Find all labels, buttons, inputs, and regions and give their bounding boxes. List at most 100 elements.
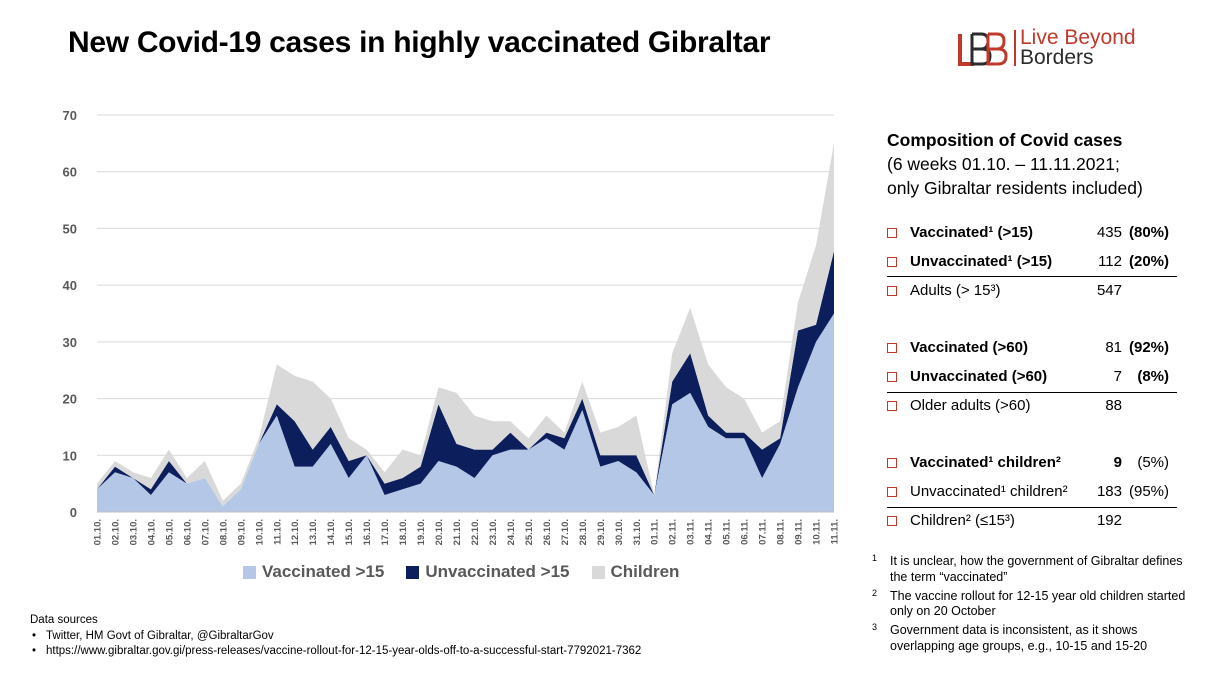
row-percent: (8%)	[1137, 368, 1169, 385]
lbb-logo-icon	[958, 32, 1008, 66]
x-tick-label: 03.11.	[686, 519, 697, 545]
row-label: Vaccinated¹ (>15)	[910, 224, 1033, 241]
composition-title: Composition of Covid cases	[887, 130, 1123, 150]
composition-row: Unvaccinated¹ children² 183 (95%)	[887, 479, 1177, 508]
row-value: 547	[1096, 282, 1122, 299]
composition-group-adults: Vaccinated¹ (>15) 435 (80%) Unvaccinated…	[887, 220, 1177, 307]
footnote: 2 The vaccine rollout for 12-15 year old…	[872, 587, 1192, 621]
row-label: Vaccinated (>60)	[910, 339, 1028, 356]
y-tick-label: 40	[63, 278, 77, 293]
legend-label-children: Children	[610, 562, 680, 581]
series-area-vaccinated-15	[97, 313, 834, 512]
row-value: 112	[1098, 253, 1122, 270]
x-tick-label: 06.10.	[182, 519, 193, 545]
row-percent: (20%)	[1128, 253, 1169, 270]
row-value: 192	[1096, 512, 1122, 529]
checkbox-icon	[887, 372, 897, 382]
divider	[887, 392, 1177, 393]
checkbox-icon	[887, 228, 897, 238]
x-tick-label: 14.10.	[326, 519, 337, 545]
page-title: New Covid-19 cases in highly vaccinated …	[68, 26, 771, 59]
footnote-text: The vaccine rollout for 12-15 year old c…	[890, 588, 1186, 619]
x-tick-label: 30.10.	[614, 519, 625, 545]
x-tick-label: 21.10.	[452, 519, 463, 545]
x-tick-label: 08.11.	[776, 519, 787, 545]
composition-group-children: Vaccinated¹ children² 9 (5%) Unvaccinate…	[887, 450, 1177, 537]
row-label: Unvaccinated (>60)	[910, 368, 1048, 385]
y-tick-label: 10	[63, 448, 77, 463]
checkbox-icon	[887, 343, 897, 353]
row-value: 9	[1113, 454, 1122, 471]
row-label: Children² (≤15³)	[910, 512, 1015, 529]
x-tick-label: 04.11.	[704, 519, 715, 545]
footnote-text: It is unclear, how the government of Gib…	[890, 554, 1183, 584]
row-label: Unvaccinated¹ (>15)	[910, 253, 1053, 270]
x-tick-label: 27.10.	[560, 519, 571, 545]
legend-item-children: Children	[591, 562, 680, 582]
footnote-mark: 1	[872, 553, 878, 563]
x-tick-label: 10.10.	[254, 519, 265, 545]
x-tick-label: 05.11.	[722, 519, 733, 545]
x-tick-label: 20.10.	[434, 519, 445, 545]
x-tick-label: 15.10.	[344, 519, 355, 545]
logo-line-2: Borders	[1020, 46, 1094, 69]
logo-divider	[1014, 30, 1016, 66]
x-tick-label: 18.10.	[398, 519, 409, 545]
x-tick-label: 01.10.	[93, 519, 104, 545]
x-tick-label: 23.10.	[488, 519, 499, 545]
row-label: Unvaccinated¹ children²	[910, 483, 1068, 500]
footnote: 3 Government data is inconsistent, as it…	[872, 622, 1192, 655]
logo-text: Live Beyond Borders	[1020, 26, 1136, 69]
row-percent: (5%)	[1137, 454, 1169, 471]
legend-item-unvaccinated: Unvaccinated >15	[406, 562, 570, 582]
x-tick-label: 29.10.	[596, 519, 607, 545]
x-tick-label: 16.10.	[362, 519, 373, 545]
x-tick-label: 31.10.	[632, 519, 643, 545]
series-area-children	[97, 143, 834, 507]
x-tick-label: 08.10.	[218, 519, 229, 545]
row-percent: (80%)	[1128, 224, 1169, 241]
x-tick-label: 11.11.	[830, 519, 841, 544]
row-label: Older adults (>60)	[910, 397, 1031, 414]
divider	[887, 507, 1177, 508]
footnote-mark: 2	[872, 587, 878, 598]
composition-row: Unvaccinated (>60) 7 (8%)	[887, 364, 1177, 393]
composition-row: Children² (≤15³) 192	[887, 508, 1177, 537]
legend-swatch-unvaccinated	[406, 565, 420, 579]
source-item: Twitter, HM Govt of Gibraltar, @Gibralta…	[32, 629, 641, 645]
divider	[887, 276, 1177, 277]
logo-line-1: Live Beyond	[1020, 26, 1136, 49]
composition-subtitle-2: only Gibraltar residents included)	[887, 178, 1143, 198]
footnote-text: Government data is inconsistent, as it s…	[890, 623, 1148, 653]
row-value: 435	[1096, 224, 1122, 241]
footnote: 1 It is unclear, how the government of G…	[872, 553, 1192, 586]
x-tick-label: 01.11.	[650, 519, 661, 545]
x-tick-label: 09.11.	[794, 519, 805, 545]
legend-swatch-vaccinated	[243, 565, 256, 579]
x-tick-label: 04.10.	[146, 519, 157, 545]
x-tick-label: 24.10.	[506, 519, 517, 545]
series-area-unvaccinated-15	[97, 251, 834, 507]
y-tick-label: 70	[63, 108, 77, 123]
x-tick-label: 17.10.	[380, 519, 391, 545]
x-tick-label: 07.10.	[200, 519, 211, 545]
x-tick-label: 05.10.	[164, 519, 175, 545]
composition-panel: Composition of Covid cases (6 weeks 01.1…	[887, 128, 1182, 200]
x-tick-label: 22.10.	[470, 519, 481, 545]
x-tick-label: 10.11.	[812, 519, 823, 545]
row-value: 81	[1105, 339, 1122, 356]
footnote-mark: 3	[872, 622, 878, 633]
x-tick-label: 02.10.	[111, 519, 122, 545]
y-tick-label: 60	[63, 165, 77, 180]
x-tick-label: 28.10.	[578, 519, 589, 545]
legend-label-vaccinated: Vaccinated >15	[262, 562, 385, 581]
stacked-area-chart: 0 10 20 30 40 50 60 70 01.10. 02.10. 03.10. 04.10. 0…	[63, 108, 841, 545]
y-tick-label: 50	[63, 221, 77, 236]
y-tick-label: 20	[63, 392, 77, 407]
row-label: Vaccinated¹ children²	[910, 454, 1061, 471]
sources-heading: Data sources	[30, 614, 98, 626]
row-percent: (92%)	[1128, 339, 1169, 356]
y-tick-label: 30	[63, 335, 77, 350]
composition-row: Vaccinated (>60) 81 (92%)	[887, 335, 1177, 364]
checkbox-icon	[887, 516, 897, 526]
